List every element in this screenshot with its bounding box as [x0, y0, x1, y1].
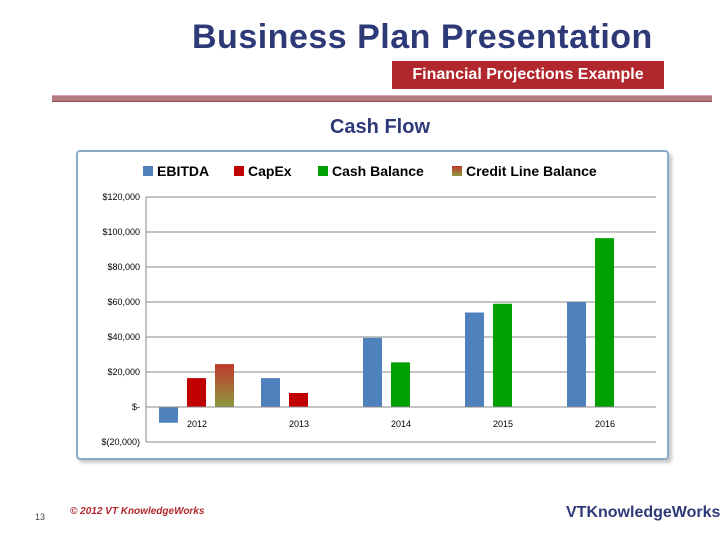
bar-cash-balance-2014 [391, 362, 410, 407]
x-tick-label: 2016 [595, 419, 615, 429]
cash-flow-chart: EBITDA CapEx Cash Balance Credit Line Balan… [101, 163, 656, 447]
legend-label-3: Credit Line Balance [466, 163, 597, 179]
legend-swatch-3 [452, 166, 462, 176]
y-tick-label: $20,000 [107, 367, 140, 377]
x-tick-label: 2015 [493, 419, 513, 429]
x-tick-label: 2014 [391, 419, 411, 429]
bar-cash-balance-2015 [493, 303, 512, 407]
footer-copyright: © 2012 VT KnowledgeWorks [70, 506, 205, 517]
x-axis: 2012 2013 2014 2015 2016 [146, 406, 656, 429]
legend-swatch-0 [143, 166, 153, 176]
x-tick-label: 2013 [289, 419, 309, 429]
bar-ebitda-2014 [363, 337, 382, 407]
bar-ebitda-2016 [567, 302, 586, 407]
page-number: 13 [35, 512, 46, 522]
legend-swatch-2 [318, 166, 328, 176]
y-tick-label: $100,000 [102, 227, 140, 237]
x-tick-label: 2012 [187, 419, 207, 429]
title-rule [52, 95, 712, 102]
slide-title: Business Plan Presentation [192, 18, 653, 56]
legend-label-2: Cash Balance [332, 163, 424, 179]
legend-swatch-1 [234, 166, 244, 176]
bar-credit-line-balance-2012 [215, 364, 234, 407]
chart-title: Cash Flow [329, 116, 430, 138]
bar-ebitda-2013 [261, 378, 280, 407]
bar-capex-2012 [187, 378, 206, 407]
y-tick-label: $40,000 [107, 332, 140, 342]
bar-ebitda-2015 [465, 312, 484, 407]
chart-frame: EBITDA CapEx Cash Balance Credit Line Balan… [76, 150, 669, 460]
y-tick-label: $- [132, 402, 140, 412]
chart-bars [159, 238, 614, 423]
bar-ebitda-2012 [159, 407, 178, 423]
legend-label-1: CapEx [248, 163, 292, 179]
slide-subtitle: Financial Projections Example [392, 61, 664, 89]
y-tick-label: $(20,000) [101, 437, 140, 447]
y-axis: $(20,000) $- $20,000 $40,000 $60,000 $80,000 $… [101, 192, 147, 447]
bar-cash-balance-2016 [595, 238, 614, 407]
chart-legend: EBITDA CapEx Cash Balance Credit Line Balan… [143, 163, 597, 179]
bar-capex-2013 [289, 393, 308, 407]
y-tick-label: $80,000 [107, 262, 140, 272]
y-tick-label: $120,000 [102, 192, 140, 202]
company-logo: VTKnowledgeWorks [566, 504, 721, 521]
legend-label-0: EBITDA [157, 163, 209, 179]
slide-subtitle-text: Financial Projections Example [412, 66, 644, 83]
y-tick-label: $60,000 [107, 297, 140, 307]
